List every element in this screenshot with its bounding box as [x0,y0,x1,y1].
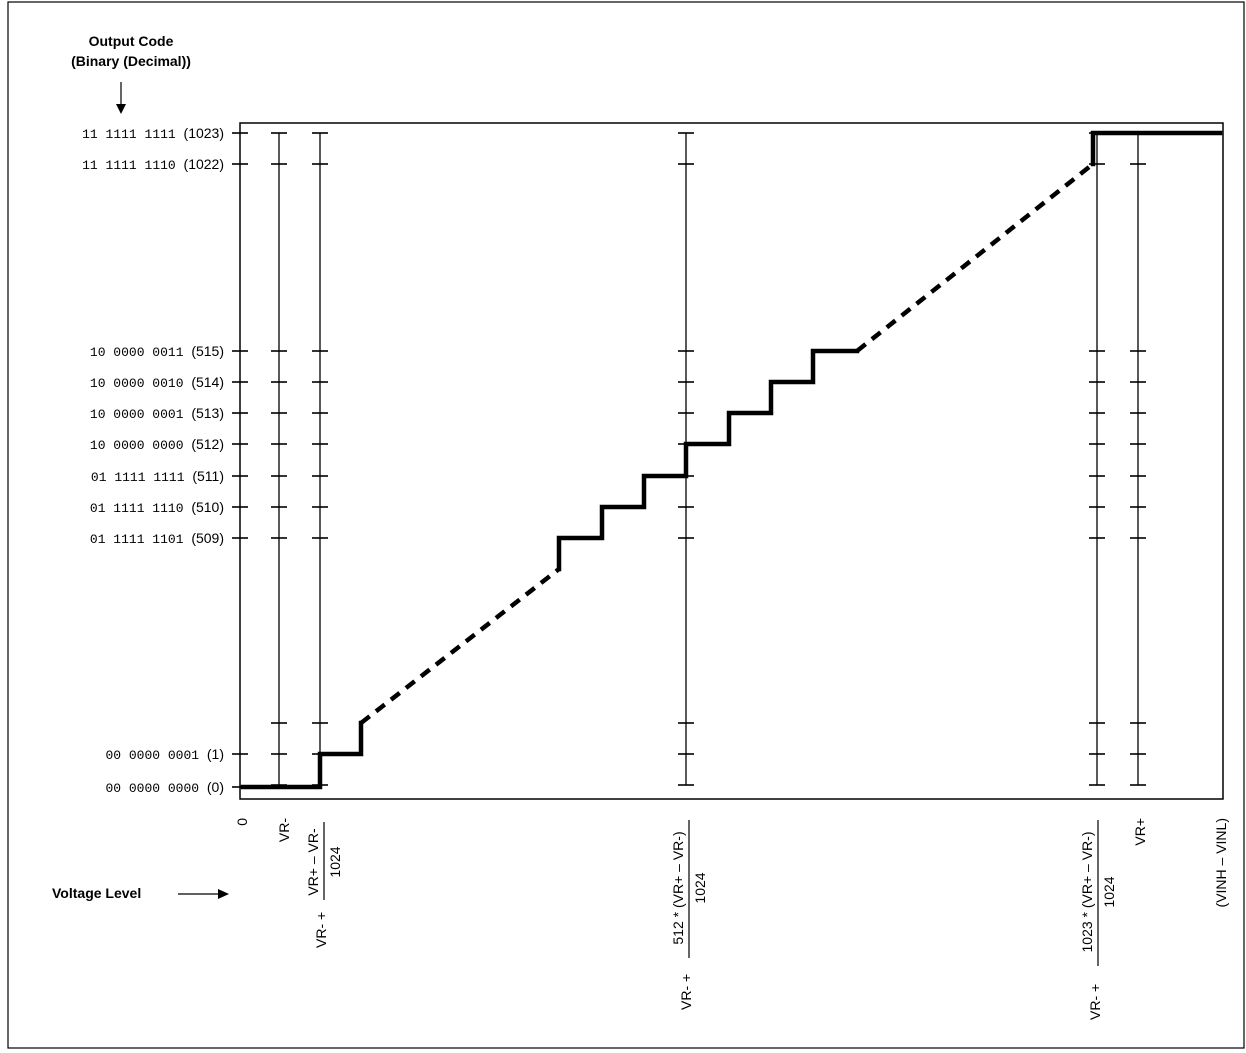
y-tick-label: 11 1111 1111 (1023) [82,125,224,142]
x-label-top: VR- + 1023 * (VR+ – VR-) 1024 [1079,820,1117,1020]
y-tick-binary: 10 0000 0001 [90,407,191,422]
guide-line [1089,132,1105,786]
curve-high-steps [1090,130,1223,167]
x-label-vin: (VINH – VINL) [1213,818,1229,907]
y-tick-label: 00 0000 0000 (0) [105,779,224,796]
x-tick-labels: 0 VR- VR- + VR+ – VR- 1024 VR- + 512 * (… [234,818,1229,1020]
y-tick-511: 01 1111 1111 (511) [91,468,248,485]
y-tick-509: 01 1111 1101 (509) [90,530,248,547]
y-tick-decimal: (513) [191,405,224,421]
y-tick-decimal: (1023) [184,125,224,141]
y-tick-binary: 01 1111 1110 [90,501,191,516]
y-tick-decimal: (0) [207,779,224,795]
y-tick-decimal: (510) [191,499,224,515]
guide-line [1130,132,1146,786]
y-tick-binary: 10 0000 0011 [90,345,191,360]
x-label-zero: 0 [234,818,250,826]
x-label-top-denominator: 1024 [1101,876,1117,907]
figure-frame [7,1,1245,1049]
y-tick-binary: 11 1111 1111 [82,127,183,142]
x-label-top-numerator: 1023 * (VR+ – VR-) [1079,832,1095,953]
curve-low-steps [240,720,364,790]
transfer-curve [240,130,1223,790]
y-tick-binary: 10 0000 0000 [90,438,191,453]
y-tick-binary: 00 0000 0001 [105,748,206,763]
y-tick-label: 01 1111 1111 (511) [91,468,224,485]
x-label-mid-prefix: VR- + [678,974,694,1010]
y-tick-514: 10 0000 0010 (514) [90,374,248,391]
y-tick-0: 00 0000 0000 (0) [105,779,248,796]
y-tick-labels: 00 0000 0000 (0) 00 0000 0001 (1) 01 1111 … [82,125,248,796]
guide-line [312,132,328,786]
y-tick-label: 10 0000 0011 (515) [90,343,224,360]
x-label-vr-plus: VR+ [1132,818,1148,846]
y-tick-label: 00 0000 0001 (1) [105,746,224,763]
x-label-vr-minus: VR- [276,818,292,842]
x-label-mid-numerator: 512 * (VR+ – VR-) [670,831,686,944]
y-tick-decimal: (1022) [184,156,224,172]
curve-mid-steps [556,348,860,572]
curve-dashed-high [855,162,1095,353]
guide-line [271,132,287,786]
y-tick-label: 11 1111 1110 (1022) [82,156,224,173]
x-title-arrow-icon [178,889,229,899]
y-tick-label: 10 0000 0000 (512) [90,436,224,453]
y-tick-decimal: (514) [191,374,224,390]
y-tick-binary: 11 1111 1110 [82,158,183,173]
y-tick-decimal: (511) [192,468,224,484]
y-tick-binary: 10 0000 0010 [90,376,191,391]
x-label-mid-denominator: 1024 [692,872,708,903]
y-tick-binary: 01 1111 1101 [90,532,191,547]
y-tick-1023: 11 1111 1111 (1023) [82,125,248,142]
x-label-top-prefix: VR- + [1087,984,1103,1020]
curve-dashed-low [359,567,561,725]
y-tick-decimal: (515) [191,343,224,359]
y-tick-decimal: (1) [207,746,224,762]
y-tick-decimal: (512) [191,436,224,452]
y-tick-1022: 11 1111 1110 (1022) [82,156,248,173]
x-label-one-lsb-prefix: VR- + [313,912,329,948]
plot-area [239,122,1224,800]
y-tick-512: 10 0000 0000 (512) [90,436,248,453]
y-tick-label: 01 1111 1101 (509) [90,530,224,547]
y-tick-label: 10 0000 0001 (513) [90,405,224,422]
y-title-arrow-icon [116,82,126,114]
x-axis-title: Voltage Level [52,885,141,901]
y-tick-515: 10 0000 0011 (515) [90,343,248,360]
y-tick-1: 00 0000 0001 (1) [105,746,248,763]
y-tick-label: 01 1111 1110 (510) [90,499,224,516]
x-label-mid: VR- + 512 * (VR+ – VR-) 1024 [670,820,708,1010]
y-axis-title-line1: Output Code [89,33,174,49]
y-tick-binary: 01 1111 1111 [91,470,192,485]
vertical-guides [271,132,1146,786]
y-axis-title-line2: (Binary (Decimal)) [71,53,191,69]
x-label-one-lsb-numerator: VR+ – VR- [305,828,321,896]
x-label-one-lsb-denominator: 1024 [327,846,343,877]
y-tick-510: 01 1111 1110 (510) [90,499,248,516]
x-label-one-lsb: VR- + VR+ – VR- 1024 [305,822,343,948]
y-tick-label: 10 0000 0010 (514) [90,374,224,391]
y-tick-decimal: (509) [191,530,224,546]
y-tick-513: 10 0000 0001 (513) [90,405,248,422]
y-tick-binary: 00 0000 0000 [105,781,206,796]
